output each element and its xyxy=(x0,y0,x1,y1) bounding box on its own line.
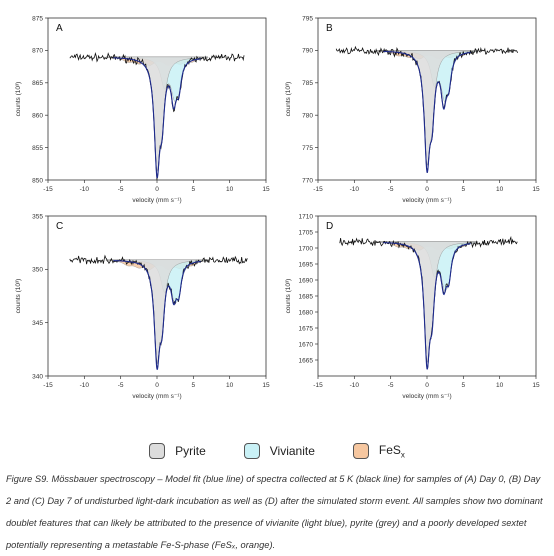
plot-area xyxy=(339,235,518,370)
y-axis-label: counts (10³) xyxy=(285,279,292,314)
y-axis-label: counts (10³) xyxy=(15,279,22,314)
y-tick-label: 1710 xyxy=(299,213,314,220)
y-tick-label: 770 xyxy=(302,177,313,184)
x-axis-label: velocity (mm s⁻¹) xyxy=(132,393,181,400)
chart-panel-d: -15 -10 -5 0 5 10 15 1665 1670 1675 1680 1685 1690 16… xyxy=(285,213,540,400)
y-tick-label: 1705 xyxy=(299,229,314,236)
x-tick-label: 15 xyxy=(262,382,270,389)
y-tick-label: 1675 xyxy=(299,325,314,332)
x-tick-label: -15 xyxy=(313,382,323,389)
y-tick-label: 785 xyxy=(302,80,313,87)
x-tick-label: 0 xyxy=(425,186,429,193)
x-tick-label: 10 xyxy=(496,382,504,389)
x-tick-label: -5 xyxy=(118,382,124,389)
y-tick-label: 855 xyxy=(32,145,43,152)
x-tick-label: 0 xyxy=(425,382,429,389)
legend-item-vivianite: Vivianite xyxy=(243,440,315,462)
legend: Pyrite Vivianite FeSx xyxy=(0,440,554,462)
fit-line xyxy=(383,242,471,370)
x-axis-label: velocity (mm s⁻¹) xyxy=(402,197,451,204)
chart-panel-c: -15 -10 -5 0 5 10 15 340 345 350 355 velocity (mm s… xyxy=(15,213,270,400)
y-tick-label: 355 xyxy=(32,213,43,220)
x-tick-label: 15 xyxy=(532,186,540,193)
x-tick-label: 10 xyxy=(226,382,234,389)
y-tick-label: 345 xyxy=(32,320,43,327)
y-tick-label: 1685 xyxy=(299,293,314,300)
x-tick-label: -10 xyxy=(80,382,90,389)
chart-panel-b: -15 -10 -5 0 5 10 15 770 775 780 785 790 795 velocity… xyxy=(285,15,540,204)
y-tick-label: 860 xyxy=(32,113,43,120)
x-tick-label: -10 xyxy=(80,186,90,193)
legend-label-vivianite: Vivianite xyxy=(269,444,315,458)
x-tick-label: 15 xyxy=(262,186,270,193)
fit-line xyxy=(113,57,201,179)
y-tick-label: 790 xyxy=(302,48,313,55)
fit-line xyxy=(113,260,201,370)
legend-label-pyrite: Pyrite xyxy=(175,444,206,458)
panel-label: B xyxy=(326,23,333,34)
fit-line xyxy=(383,50,471,173)
legend-item-fesx: FeSx xyxy=(352,440,405,462)
x-tick-label: -15 xyxy=(313,186,323,193)
y-tick-label: 1695 xyxy=(299,261,314,268)
y-tick-label: 850 xyxy=(32,177,43,184)
y-tick-label: 870 xyxy=(32,48,43,55)
y-tick-label: 1700 xyxy=(299,245,314,252)
y-tick-label: 875 xyxy=(32,15,43,22)
x-tick-label: 5 xyxy=(192,382,196,389)
x-tick-label: -10 xyxy=(350,186,360,193)
component-pyrite xyxy=(375,241,479,363)
panel-label: A xyxy=(56,23,63,34)
x-tick-label: -10 xyxy=(350,382,360,389)
y-axis-label: counts (10³) xyxy=(15,82,22,117)
y-tick-label: 775 xyxy=(302,145,313,152)
y-tick-label: 780 xyxy=(302,113,313,120)
x-tick-label: 15 xyxy=(532,382,540,389)
x-tick-label: 10 xyxy=(496,186,504,193)
x-axis-label: velocity (mm s⁻¹) xyxy=(402,393,451,400)
legend-label-fesx: FeSx xyxy=(378,442,405,460)
panel-label: D xyxy=(326,221,333,232)
plot-area xyxy=(69,52,245,180)
legend-swatch-vivianite xyxy=(243,443,260,459)
x-tick-label: 0 xyxy=(155,382,159,389)
plot-area xyxy=(69,254,248,370)
chart-panel-a: -15 -10 -5 0 5 10 15 850 855 860 865 870 875 velocity… xyxy=(15,15,270,204)
y-axis-label: counts (10³) xyxy=(285,82,292,117)
legend-item-pyrite: Pyrite xyxy=(149,440,206,462)
y-tick-label: 340 xyxy=(32,373,43,380)
legend-swatch-pyrite xyxy=(149,443,166,459)
component-pyrite xyxy=(375,50,479,166)
x-tick-label: 10 xyxy=(226,186,234,193)
y-tick-label: 1670 xyxy=(299,341,314,348)
x-tick-label: 5 xyxy=(192,186,196,193)
plot-area xyxy=(335,45,518,173)
figure-caption: Figure S9. Mössbauer spectroscopy – Mode… xyxy=(6,474,543,550)
x-tick-label: -15 xyxy=(43,186,53,193)
x-tick-label: -5 xyxy=(388,186,394,193)
y-tick-label: 1690 xyxy=(299,277,314,284)
y-tick-label: 350 xyxy=(32,267,43,274)
y-tick-label: 1665 xyxy=(299,357,314,364)
y-tick-label: 1680 xyxy=(299,309,314,316)
component-pyrite xyxy=(105,56,209,172)
figure-panels: -15 -10 -5 0 5 10 15 850 855 860 865 870 875 velocity… xyxy=(15,15,540,400)
x-tick-label: 5 xyxy=(462,186,466,193)
x-tick-label: -15 xyxy=(43,382,53,389)
x-tick-label: 0 xyxy=(155,186,159,193)
x-tick-label: -5 xyxy=(388,382,394,389)
y-tick-label: 795 xyxy=(302,15,313,22)
component-pyrite xyxy=(105,259,209,364)
panel-label: C xyxy=(56,221,63,232)
legend-swatch-fesx xyxy=(352,443,369,459)
x-tick-label: 5 xyxy=(462,382,466,389)
x-axis-label: velocity (mm s⁻¹) xyxy=(132,197,181,204)
y-tick-label: 865 xyxy=(32,80,43,87)
x-tick-label: -5 xyxy=(118,186,124,193)
